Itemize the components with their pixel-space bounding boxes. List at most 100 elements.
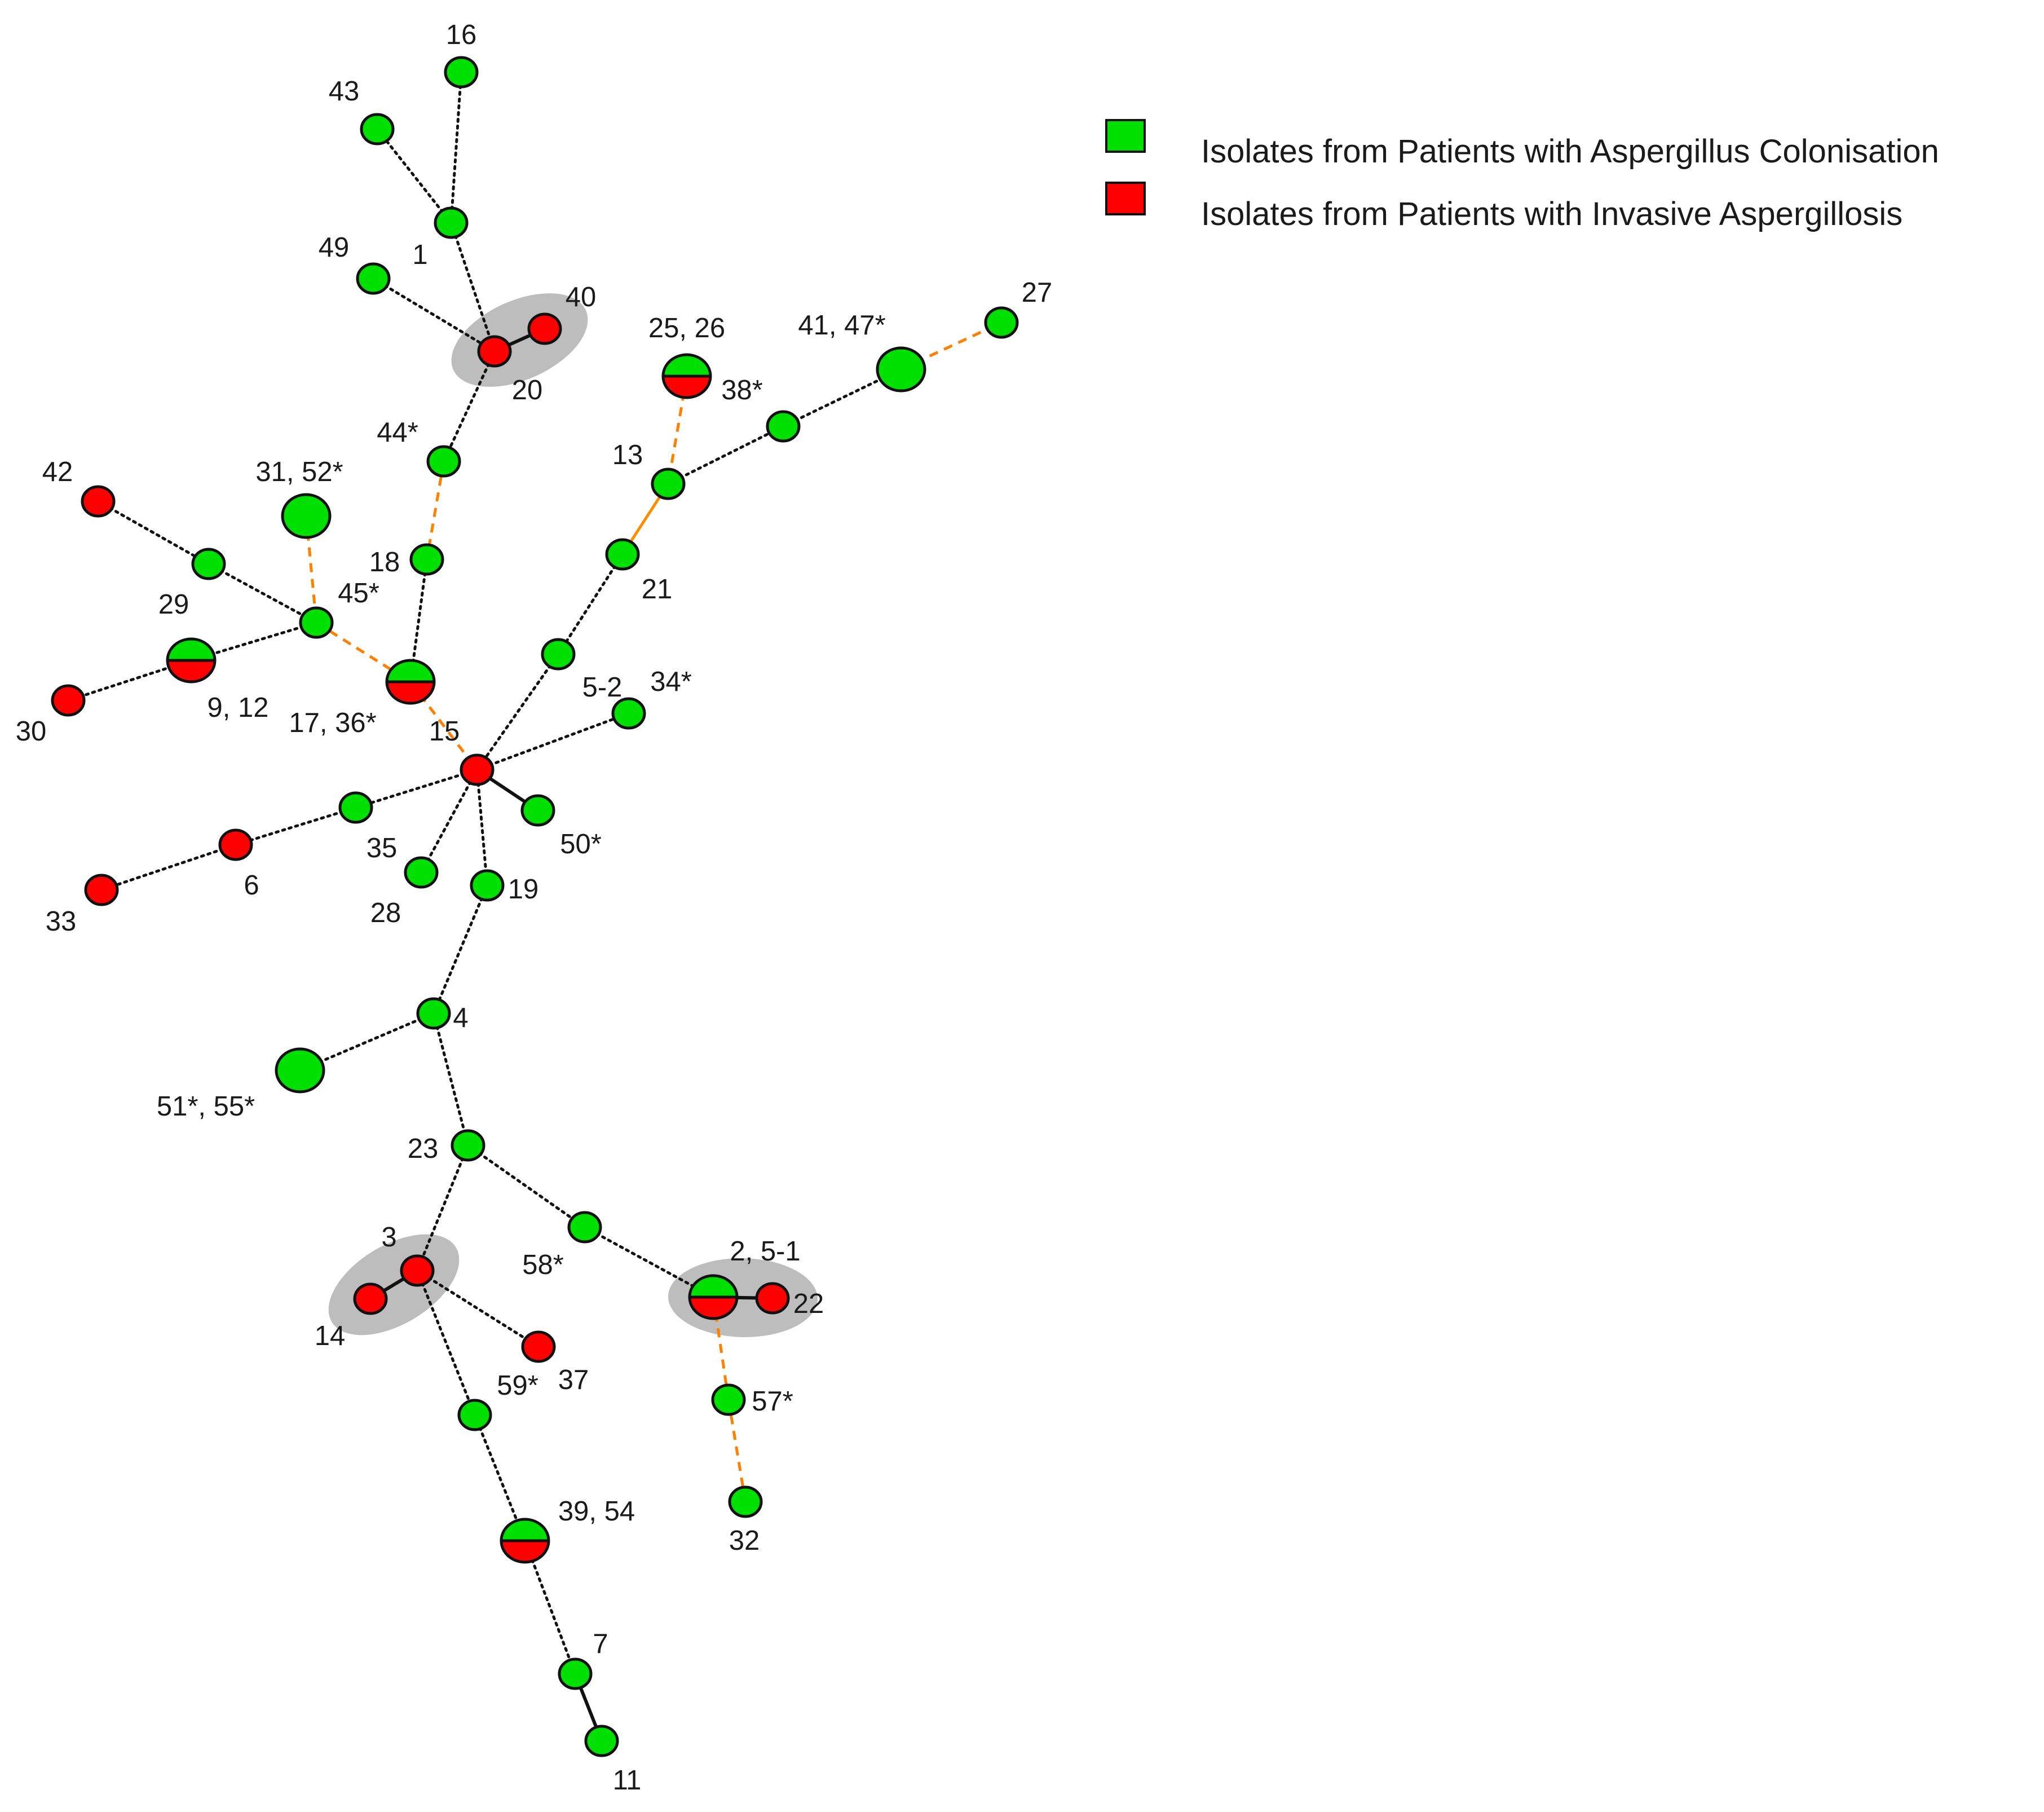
node-11 [584, 1725, 619, 1757]
edge-6-33 [100, 843, 237, 892]
node-label-251: 2, 5-1 [730, 1236, 800, 1267]
node-label-20: 20 [512, 375, 543, 405]
edge-44-18 [425, 461, 445, 560]
edge-15-35 [354, 768, 479, 809]
node-label-49: 49 [319, 232, 350, 263]
node-label-27: 27 [1022, 277, 1053, 308]
edge-1-16 [449, 70, 463, 224]
node-label-50: 50* [560, 829, 602, 859]
node-label-22: 22 [793, 1289, 824, 1319]
node-37 [521, 1330, 556, 1363]
node-1736 [385, 659, 436, 705]
edge-21-52b [557, 553, 624, 656]
node-label-21: 21 [642, 574, 673, 605]
node-32 [728, 1485, 763, 1518]
node-label-14: 14 [315, 1321, 346, 1351]
node-label-13: 13 [612, 440, 643, 470]
node-label-57: 57* [752, 1386, 793, 1417]
node-label-2526: 25, 26 [648, 313, 725, 343]
edge-42-29 [96, 500, 210, 566]
edge-15-34 [475, 712, 630, 771]
node-58 [567, 1211, 602, 1244]
node-label-11: 11 [613, 1765, 642, 1796]
node-28 [404, 856, 439, 889]
node-44 [426, 445, 461, 478]
edge-23-3 [416, 1144, 470, 1272]
edge-52b-15 [475, 653, 560, 771]
edge-49-20 [372, 277, 496, 353]
node-label-4: 4 [453, 1003, 468, 1033]
edge-19-4 [432, 884, 489, 1015]
node-label-23: 23 [408, 1134, 439, 1164]
node-label-3954: 39, 54 [558, 1496, 635, 1527]
node-251 [688, 1274, 739, 1320]
node-label-7: 7 [593, 1629, 608, 1659]
node-label-30: 30 [16, 716, 47, 747]
edge-20-44 [442, 350, 496, 463]
edge-3-59 [416, 1269, 476, 1417]
node-45 [299, 606, 334, 639]
node-57 [711, 1383, 746, 1416]
node-label-19: 19 [508, 874, 539, 905]
node-label-59: 59* [497, 1370, 538, 1401]
node-6 [218, 828, 253, 861]
edge-1-43 [376, 127, 453, 224]
node-20 [477, 335, 512, 368]
node-label-45: 45* [338, 578, 379, 609]
edge-59-3954 [473, 1413, 527, 1542]
node-22 [755, 1282, 790, 1315]
node-label-44: 44* [377, 417, 418, 448]
edge-57-32 [727, 1399, 747, 1502]
node-16 [444, 56, 479, 89]
node-3954 [500, 1518, 550, 1564]
node-52b [541, 638, 576, 671]
node-4 [416, 997, 451, 1030]
edge-15-28 [420, 768, 479, 874]
node-35 [338, 791, 373, 824]
node-label-58: 58* [522, 1250, 564, 1280]
node-912 [166, 637, 217, 684]
node-23 [451, 1129, 485, 1162]
node-4147 [876, 346, 926, 393]
node-label-37: 37 [558, 1365, 589, 1395]
node-49 [356, 262, 391, 295]
node-2526 [661, 353, 712, 399]
edge-3954-7 [523, 1539, 577, 1676]
nodes-layer [51, 56, 1019, 1757]
node-13 [651, 468, 686, 500]
node-label-15: 15 [429, 716, 460, 747]
node-label-6: 6 [244, 870, 259, 901]
edge-45-1736 [315, 621, 412, 684]
edge-13-m1 [666, 425, 785, 486]
edge-15-19 [475, 768, 489, 887]
node-label-33: 33 [46, 906, 77, 937]
node-label-42: 42 [42, 457, 73, 487]
node-1 [434, 206, 469, 239]
node-50 [520, 794, 555, 827]
node-40 [527, 312, 562, 345]
node-5155 [275, 1047, 325, 1094]
edge-23-58 [466, 1144, 586, 1229]
node-label-18: 18 [369, 547, 400, 577]
node-label-1736: 17, 36* [289, 708, 376, 738]
node-label-43: 43 [329, 76, 360, 107]
node-label-1: 1 [412, 240, 427, 270]
node-43 [360, 113, 395, 146]
node-label-28: 28 [370, 898, 401, 928]
edge-4-23 [432, 1012, 470, 1147]
node-label-5155: 51*, 55* [157, 1091, 255, 1122]
edge-3-37 [416, 1269, 540, 1348]
node-3152 [281, 493, 332, 539]
edge-29-45 [207, 562, 318, 624]
node-27 [984, 306, 1019, 339]
node-19 [470, 869, 505, 902]
node-label-35: 35 [367, 833, 398, 863]
node-14 [353, 1282, 388, 1315]
node-label-34: 34* [650, 667, 692, 697]
node-59 [457, 1399, 492, 1431]
node-label-3: 3 [381, 1222, 396, 1253]
node-3 [400, 1254, 435, 1287]
node-label-16: 16 [446, 20, 477, 50]
node-30 [51, 684, 86, 717]
